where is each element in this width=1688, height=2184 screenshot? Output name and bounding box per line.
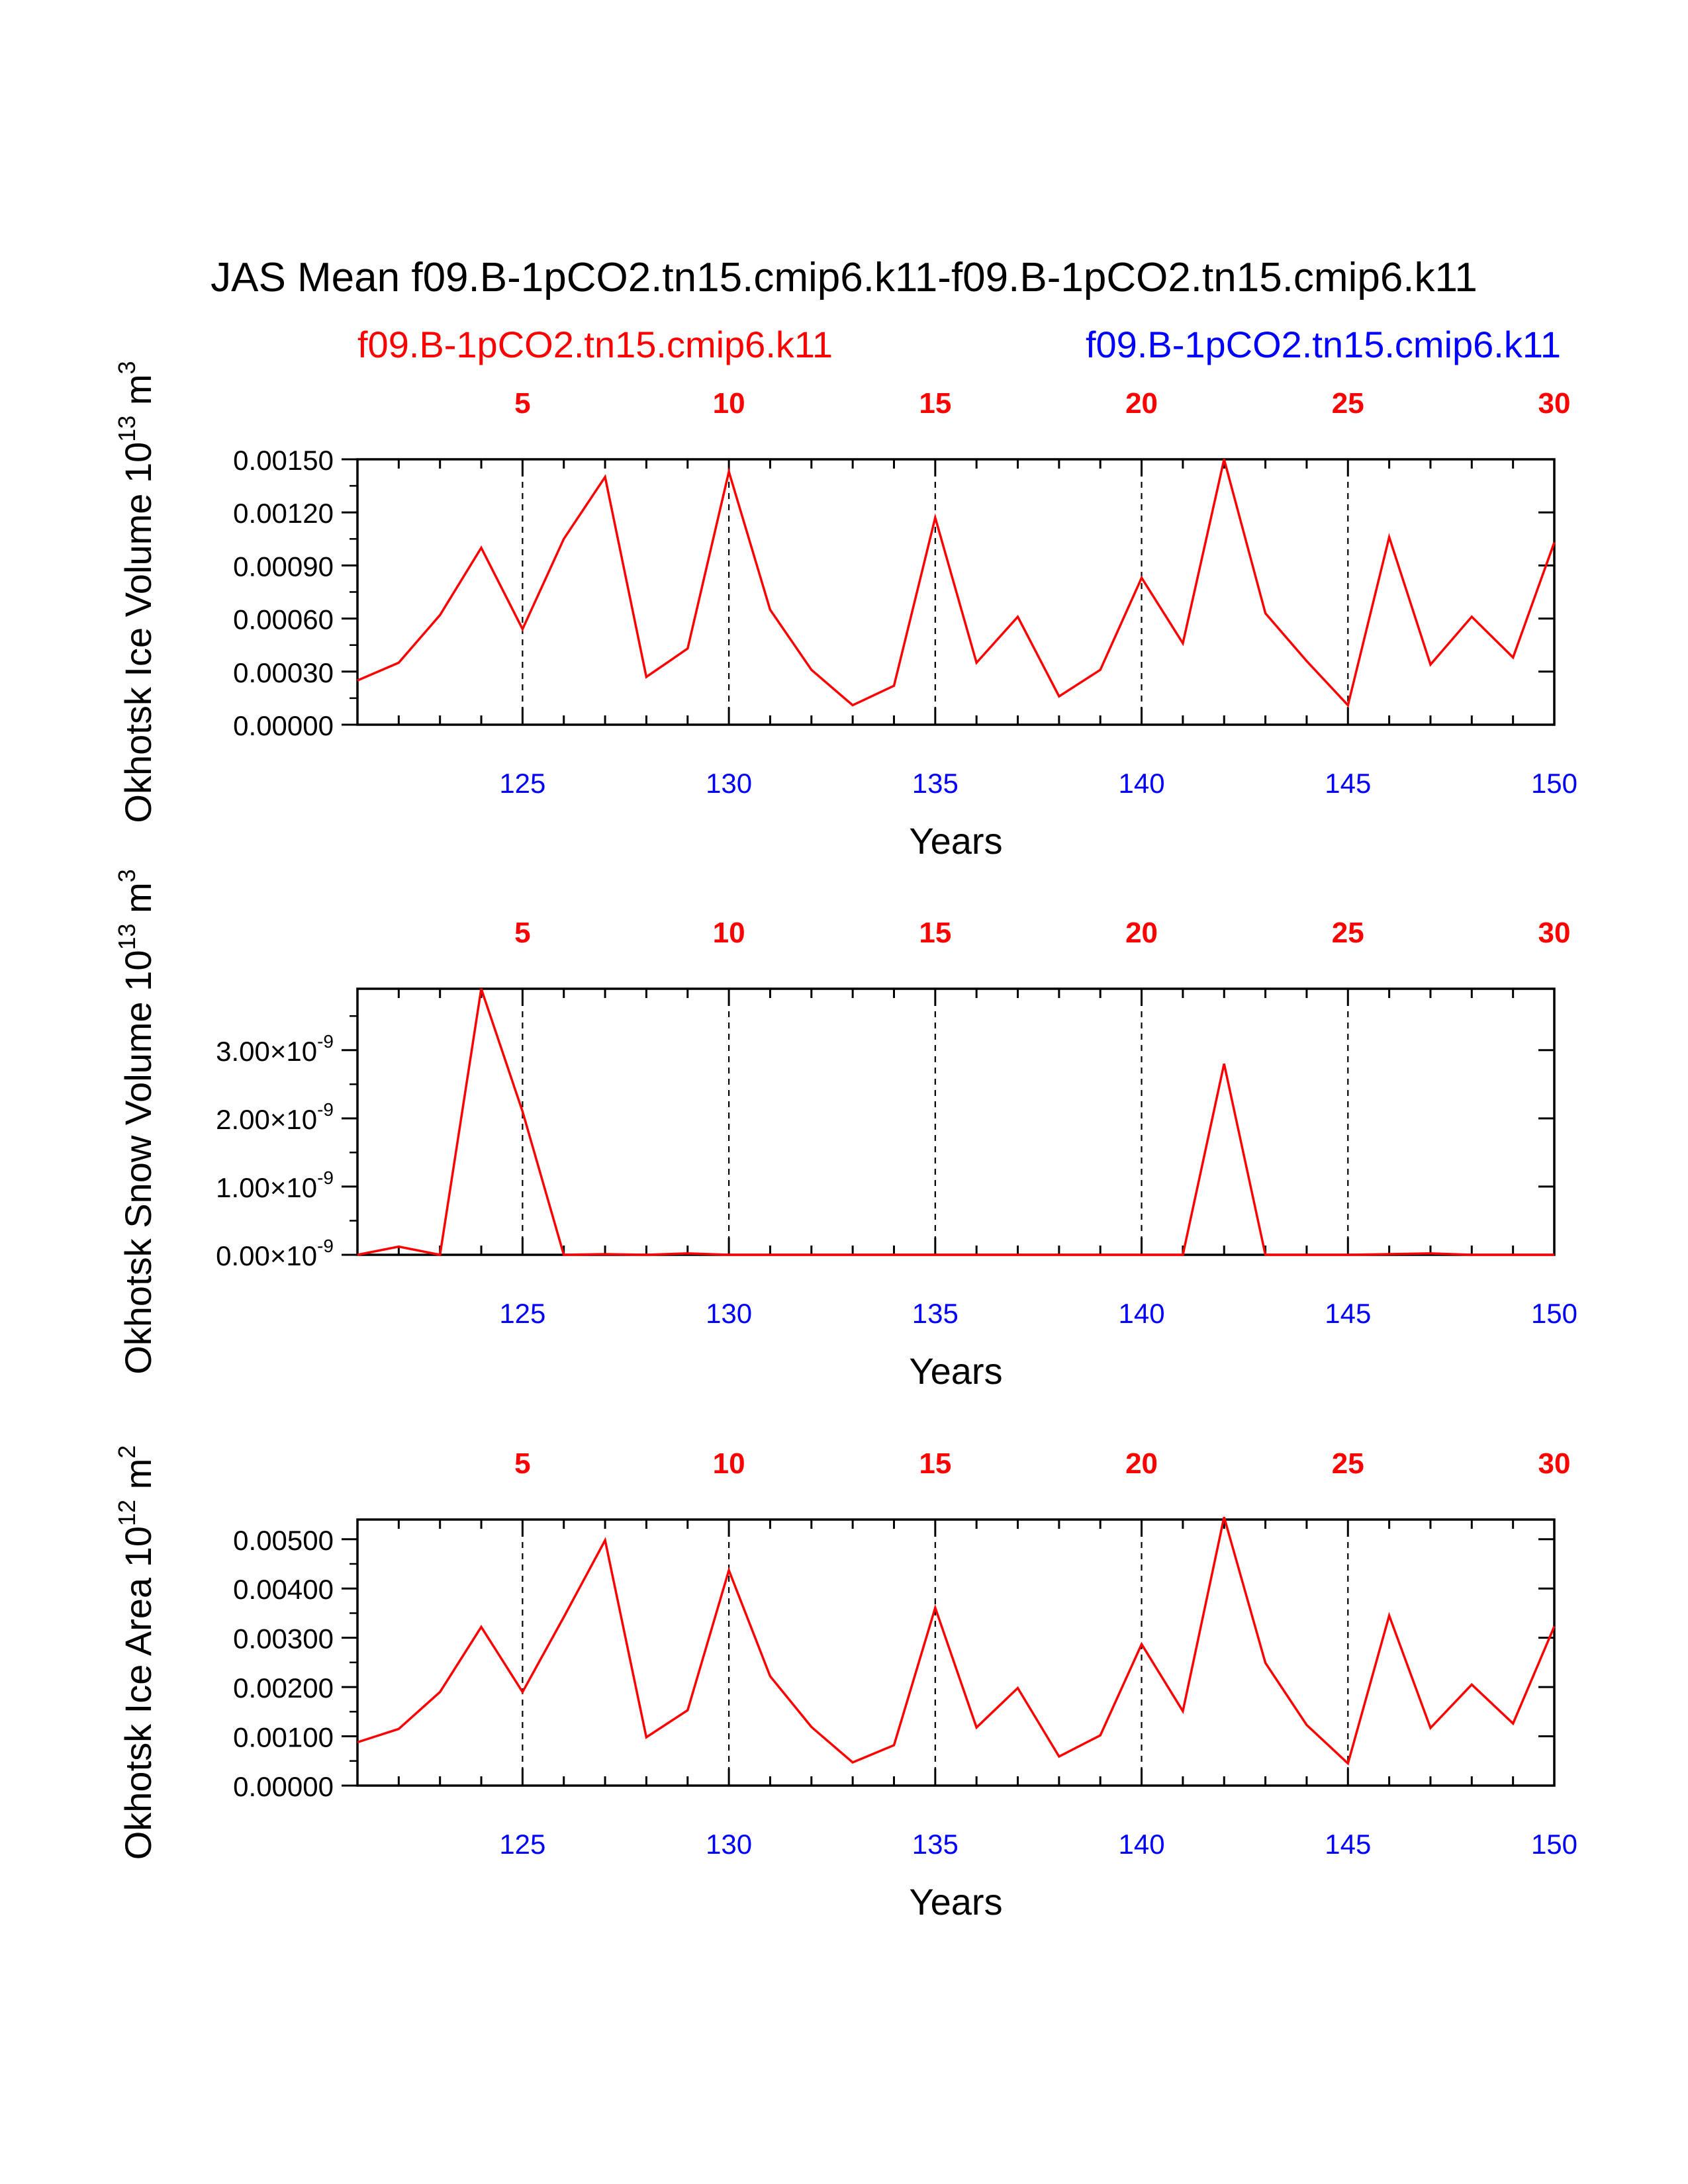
x-tick-label-bottom: 135 bbox=[912, 1298, 959, 1329]
series-line bbox=[357, 988, 1554, 1257]
y-tick-label: 0.00090 bbox=[233, 551, 334, 582]
y-axis-unit-power: 3 bbox=[113, 361, 140, 374]
y-tick-label: 0.00×10-9 bbox=[216, 1236, 334, 1271]
y-tick-label: 0.00060 bbox=[233, 604, 334, 635]
y-tick-power: -9 bbox=[317, 1031, 334, 1052]
y-tick-mantissa: 3.00×10 bbox=[216, 1036, 317, 1067]
y-axis-unit-exponent: 12 bbox=[113, 1500, 140, 1526]
y-tick-mantissa: 1.00×10 bbox=[216, 1172, 317, 1203]
y-tick-label: 0.00300 bbox=[233, 1623, 334, 1655]
x-tick-label-top: 15 bbox=[919, 1447, 951, 1480]
y-tick-power: -9 bbox=[317, 1099, 334, 1120]
y-axis-unit: m bbox=[117, 374, 159, 415]
y-axis-label: Okhotsk Ice Area 1012 m2 bbox=[113, 1445, 159, 1860]
x-tick-label-bottom: 135 bbox=[912, 1829, 959, 1860]
y-tick-mantissa: 0.00×10 bbox=[216, 1240, 317, 1271]
x-tick-label-top: 20 bbox=[1125, 1447, 1158, 1480]
y-tick-label: 2.00×10-9 bbox=[216, 1099, 334, 1135]
y-tick-label: 0.00000 bbox=[233, 710, 334, 741]
x-tick-label-top: 5 bbox=[514, 1447, 530, 1480]
x-tick-label-bottom: 140 bbox=[1119, 1829, 1165, 1860]
plot-frame bbox=[356, 987, 1556, 1256]
y-tick-label: 0.00000 bbox=[233, 1771, 334, 1802]
x-tick-label-top: 15 bbox=[919, 917, 951, 949]
y-axis-label-text: Okhotsk Ice Area 10 bbox=[117, 1526, 159, 1860]
x-tick-label-bottom: 140 bbox=[1119, 1298, 1165, 1329]
x-tick-label-bottom: 130 bbox=[706, 1829, 752, 1860]
x-tick-label-bottom: 150 bbox=[1531, 768, 1577, 799]
x-tick-label-top: 30 bbox=[1538, 1447, 1571, 1480]
x-tick-label-top: 5 bbox=[514, 387, 530, 420]
y-tick-label: 1.00×10-9 bbox=[216, 1167, 334, 1203]
case-name-right: f09.B-1pCO2.tn15.cmip6.k11 bbox=[1086, 324, 1561, 365]
panel-ice-area: 0.00000 0.00100 0.00200 0.00300 0.00400 0.005… bbox=[113, 1445, 1577, 1923]
x-tick-label-bottom: 145 bbox=[1325, 1829, 1371, 1860]
chart-panels: 0.00000 0.00030 0.00060 0.00090 0.00120 0.001… bbox=[113, 361, 1577, 1923]
y-tick-label: 0.00200 bbox=[233, 1672, 334, 1704]
x-tick-label-bottom: 140 bbox=[1119, 768, 1165, 799]
y-tick-label: 0.00100 bbox=[233, 1722, 334, 1753]
x-tick-label-top: 20 bbox=[1125, 387, 1158, 420]
x-tick-label-top: 20 bbox=[1125, 917, 1158, 949]
figure-title: JAS Mean f09.B-1pCO2.tn15.cmip6.k11-f09.… bbox=[211, 255, 1477, 300]
x-axis-label: Years bbox=[909, 820, 1002, 862]
y-axis-label-text: Okhotsk Ice Volume 10 bbox=[117, 442, 159, 823]
y-tick-label: 0.00500 bbox=[233, 1525, 334, 1556]
x-tick-label-top: 30 bbox=[1538, 917, 1571, 949]
y-axis-unit-power: 2 bbox=[113, 1445, 140, 1459]
y-tick-power: -9 bbox=[317, 1167, 334, 1188]
x-tick-label-top: 15 bbox=[919, 387, 951, 420]
x-tick-label-bottom: 125 bbox=[499, 1298, 545, 1329]
x-tick-label-bottom: 135 bbox=[912, 768, 959, 799]
y-axis-unit: m bbox=[117, 1459, 159, 1500]
x-tick-label-top: 25 bbox=[1332, 917, 1364, 949]
x-tick-label-bottom: 150 bbox=[1531, 1829, 1577, 1860]
x-tick-label-bottom: 150 bbox=[1531, 1298, 1577, 1329]
x-tick-label-top: 25 bbox=[1332, 387, 1364, 420]
x-tick-label-top: 5 bbox=[514, 917, 530, 949]
y-axis-unit-exponent: 13 bbox=[113, 416, 140, 442]
y-axis-unit-power: 3 bbox=[113, 869, 140, 882]
x-tick-label-top: 10 bbox=[713, 387, 745, 420]
y-axis-label-text: Okhotsk Snow Volume 10 bbox=[117, 950, 159, 1375]
y-tick-mantissa: 2.00×10 bbox=[216, 1104, 317, 1135]
y-axis-unit: m bbox=[117, 882, 159, 923]
y-axis-unit-exponent: 13 bbox=[113, 923, 140, 950]
panel-ice-volume: 0.00000 0.00030 0.00060 0.00090 0.00120 0.001… bbox=[113, 361, 1577, 862]
y-tick-label: 3.00×10-9 bbox=[216, 1031, 334, 1067]
x-tick-label-bottom: 145 bbox=[1325, 768, 1371, 799]
x-tick-label-bottom: 130 bbox=[706, 1298, 752, 1329]
plot-frame bbox=[356, 1518, 1556, 1787]
x-tick-label-top: 10 bbox=[713, 917, 745, 949]
case-name-left: f09.B-1pCO2.tn15.cmip6.k11 bbox=[357, 324, 833, 365]
y-tick-label: 0.00030 bbox=[233, 657, 334, 688]
y-tick-label: 0.00150 bbox=[233, 445, 334, 476]
series-line bbox=[357, 1516, 1556, 1766]
x-tick-label-bottom: 125 bbox=[499, 1829, 545, 1860]
y-axis-label: Okhotsk Snow Volume 1013 m3 bbox=[113, 869, 159, 1375]
plot-frame bbox=[356, 458, 1556, 726]
x-tick-label-bottom: 145 bbox=[1325, 1298, 1371, 1329]
x-tick-label-bottom: 125 bbox=[499, 768, 545, 799]
x-tick-label-top: 10 bbox=[713, 1447, 745, 1480]
x-tick-label-bottom: 130 bbox=[706, 768, 752, 799]
x-tick-label-top: 30 bbox=[1538, 387, 1571, 420]
x-axis-label: Years bbox=[909, 1881, 1002, 1923]
y-tick-label: 0.00400 bbox=[233, 1574, 334, 1605]
x-axis-label: Years bbox=[909, 1350, 1002, 1392]
y-tick-power: -9 bbox=[317, 1236, 334, 1256]
series-line bbox=[357, 459, 1556, 708]
y-axis-label: Okhotsk Ice Volume 1013 m3 bbox=[113, 361, 159, 823]
y-tick-label: 0.00120 bbox=[233, 498, 334, 529]
x-tick-label-top: 25 bbox=[1332, 1447, 1364, 1480]
